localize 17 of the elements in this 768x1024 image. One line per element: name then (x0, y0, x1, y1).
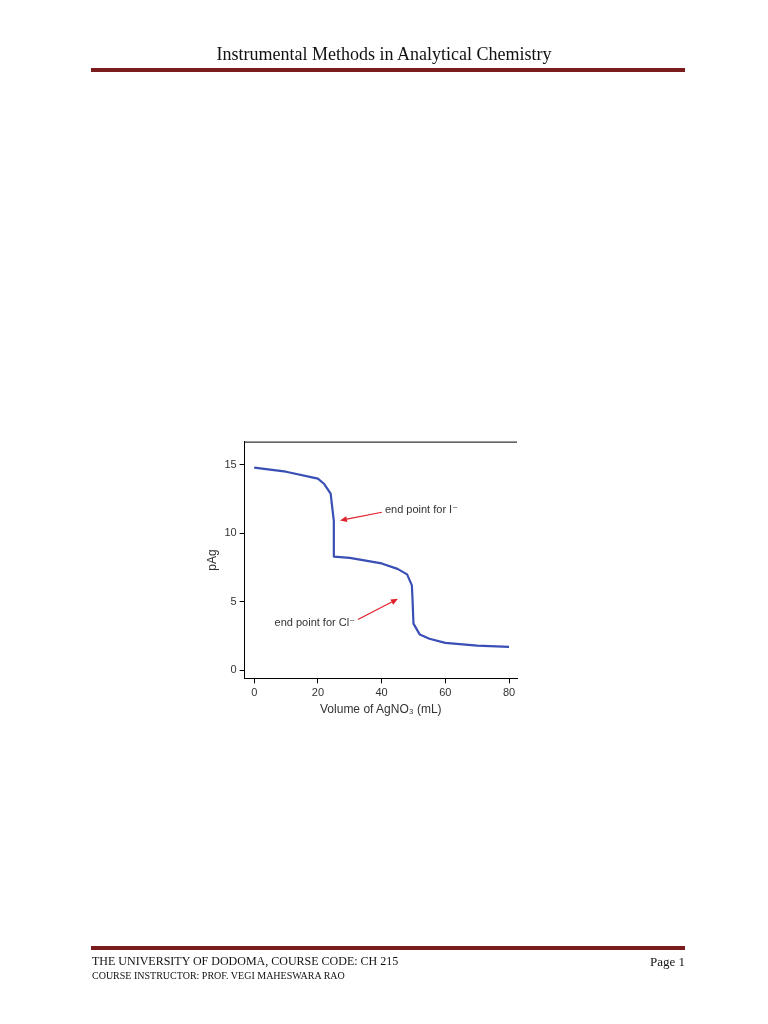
y-tick-label: 0 (230, 663, 237, 676)
y-tick-label: 10 (224, 526, 237, 539)
x-axis-title: Volume of AgNO₃ (mL) (320, 702, 442, 717)
annotation: end point for Cl⁻ (274, 616, 356, 629)
x-tick-label: 20 (311, 686, 325, 699)
x-tick-label: 0 (251, 686, 258, 699)
chart-title: Instrumental Methods in Analytical Chemistry (215, 44, 553, 65)
text: COURSE INSTRUCTOR: PROF. VEGI MAHESWARA RAO (92, 970, 345, 981)
text: Page 1 (649, 954, 685, 970)
x-tick-label: 40 (375, 686, 388, 699)
y-axis-title: pAg (204, 549, 219, 571)
x-tick-label: 80 (502, 686, 516, 699)
annotation: end point for I⁻ (384, 503, 459, 516)
y-tick-label: 5 (230, 594, 237, 607)
x-tick-label: 60 (439, 686, 452, 699)
y-tick-label: 15 (224, 457, 237, 470)
text: THE UNIVERSITY OF DODOMA, COURSE CODE: CH 215 (92, 954, 399, 969)
